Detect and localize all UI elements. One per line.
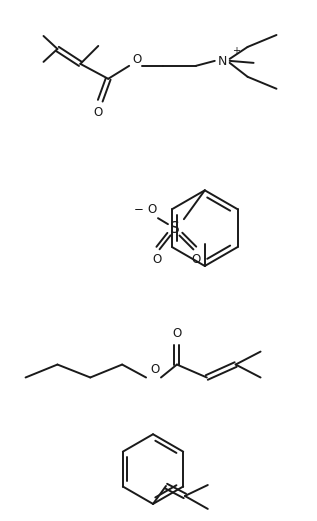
Text: O: O (191, 253, 200, 266)
Text: O: O (150, 363, 160, 376)
Text: O: O (133, 53, 142, 66)
Text: O: O (147, 203, 157, 216)
Text: S: S (170, 220, 180, 235)
Text: O: O (152, 253, 162, 266)
Text: N: N (218, 55, 227, 68)
Text: O: O (172, 327, 182, 340)
Text: −: − (134, 203, 144, 216)
Text: +: + (232, 46, 240, 56)
Text: O: O (94, 106, 103, 119)
